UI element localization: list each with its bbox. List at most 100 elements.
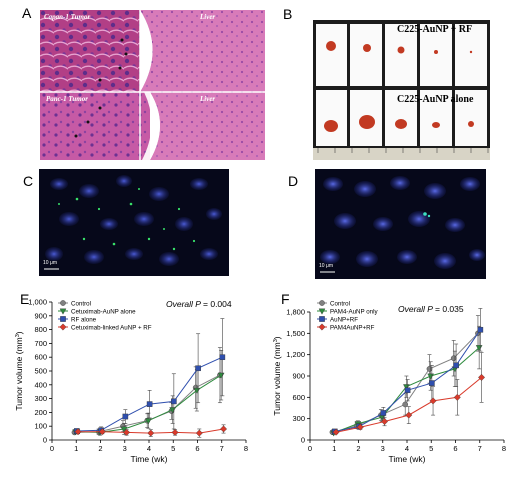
legend-label: Cetuximab-AuNP alone <box>71 308 136 315</box>
legend-label: AuNP+RF <box>330 316 358 323</box>
panel-c-scale-bar-label: 10 μm <box>43 260 57 266</box>
y-tick-label: 800 <box>34 325 47 334</box>
data-point <box>195 365 201 372</box>
overall-p-value: Overall P = 0.004 <box>166 299 232 309</box>
overall-p-value: Overall P = 0.035 <box>398 304 464 314</box>
data-point <box>429 397 437 405</box>
legend-marker <box>60 316 66 322</box>
panel-b-tumor-photos: C225-AuNP + RF C225-AuNP alone <box>313 20 490 160</box>
x-tick-label: 5 <box>429 444 433 453</box>
x-tick-label: 1 <box>74 444 78 453</box>
y-tick-label: 600 <box>34 353 47 362</box>
x-tick-label: 4 <box>405 444 409 453</box>
panel-a-label-capan1: Capan-1 Tumor <box>44 13 91 21</box>
y-tick-label: 100 <box>34 422 47 431</box>
data-point <box>74 428 82 436</box>
data-point <box>453 362 459 369</box>
legend-marker <box>59 308 67 315</box>
data-point <box>171 428 179 436</box>
legend-marker <box>319 300 325 306</box>
data-point <box>380 410 387 416</box>
y-tick-label: 900 <box>292 372 305 381</box>
series-3 <box>332 352 486 436</box>
data-point <box>402 401 408 408</box>
data-point <box>453 393 461 401</box>
panel-f-chart: 0 1 2 3 4 5 6 7 8 0 300 600 900 1,200 1,500 1,800 Time (… <box>272 300 506 464</box>
y-axis-label: Tumor volume (mm3) <box>272 336 282 415</box>
y-tick-label: 300 <box>34 394 47 403</box>
data-point <box>147 429 155 437</box>
legend-label: PAM4AuNP+RF <box>330 324 375 331</box>
panel-d-fluorescence: 10 μm <box>315 169 486 279</box>
panel-b-label-alone: C225-AuNP alone <box>397 94 474 105</box>
x-tick-label: 6 <box>195 444 199 453</box>
panel-a-label-liver-top: Liver <box>200 13 216 21</box>
data-point <box>478 373 486 381</box>
panel-letter-b: B <box>283 6 293 22</box>
panel-b-label-rf: C225-AuNP + RF <box>397 24 473 35</box>
data-point <box>405 411 413 419</box>
data-point <box>450 355 457 362</box>
x-tick-label: 7 <box>478 444 482 453</box>
panel-letter-d: D <box>288 173 299 189</box>
data-point <box>98 428 106 436</box>
panel-letter-e: E <box>20 291 30 307</box>
y-tick-label: 700 <box>34 339 47 348</box>
legend-marker <box>59 323 67 331</box>
panel-a-label-panc1: Panc-1 Tumor <box>46 95 88 103</box>
data-point <box>220 425 228 433</box>
legend-marker <box>60 300 66 306</box>
legend-marker <box>318 323 326 331</box>
panel-letter-c: C <box>23 173 34 189</box>
legend-marker <box>318 308 326 315</box>
panel-e-chart: 0 1 2 3 4 5 6 7 8 0 100 200 300 400 500 600 700 800 900 1,0… <box>14 298 248 465</box>
data-point <box>332 428 340 436</box>
data-point <box>381 418 389 425</box>
x-tick-label: 8 <box>502 444 506 453</box>
y-tick-label: 0 <box>43 436 47 445</box>
data-point <box>193 387 201 394</box>
x-tick-label: 7 <box>220 444 224 453</box>
legend-label: Control <box>330 300 350 307</box>
legend-label: PAM4-AuNP only <box>330 308 378 315</box>
data-point <box>219 354 226 360</box>
data-point <box>477 326 484 333</box>
x-tick-label: 6 <box>453 444 457 453</box>
data-point <box>145 418 152 425</box>
panel-letter-f: F <box>281 291 290 307</box>
y-tick-label: 300 <box>292 414 305 423</box>
x-tick-label: 4 <box>147 444 151 453</box>
x-tick-label: 2 <box>356 444 360 453</box>
y-tick-label: 1,500 <box>286 329 305 338</box>
x-tick-label: 5 <box>171 444 175 453</box>
data-point <box>171 398 177 405</box>
y-tick-label: 600 <box>292 393 305 402</box>
x-tick-label: 3 <box>123 444 127 453</box>
y-tick-label: 900 <box>34 311 47 320</box>
x-axis-label: Time (wk) <box>389 454 426 464</box>
panel-c-fluorescence: 10 μm <box>39 169 229 276</box>
series-0 <box>329 315 481 435</box>
y-axis-label: Tumor volume (mm3) <box>14 331 24 410</box>
y-tick-label: 200 <box>34 408 47 417</box>
y-tick-label: 1,200 <box>286 350 305 359</box>
panel-d-scale-bar-label: 10 μm <box>319 263 333 269</box>
series-2 <box>74 318 226 435</box>
series-1 <box>72 349 225 437</box>
panel-a-histology: Capan-1 Tumor Liver Panc-1 Tumor Liver <box>40 10 265 160</box>
x-tick-label: 0 <box>50 444 54 453</box>
data-point <box>195 429 203 437</box>
legend-marker <box>319 316 325 322</box>
y-tick-label: 400 <box>34 380 47 389</box>
data-point <box>429 380 435 386</box>
tumor-photo-grid <box>313 20 490 160</box>
legend-label: Control <box>71 300 91 307</box>
x-axis-label: Time (wk) <box>131 454 168 464</box>
series-1 <box>330 325 483 437</box>
data-point <box>356 423 364 431</box>
legend-label: RF alone <box>71 316 97 323</box>
x-tick-label: 2 <box>98 444 102 453</box>
y-tick-label: 1,000 <box>28 298 47 307</box>
panel-letter-a: A <box>22 5 32 21</box>
